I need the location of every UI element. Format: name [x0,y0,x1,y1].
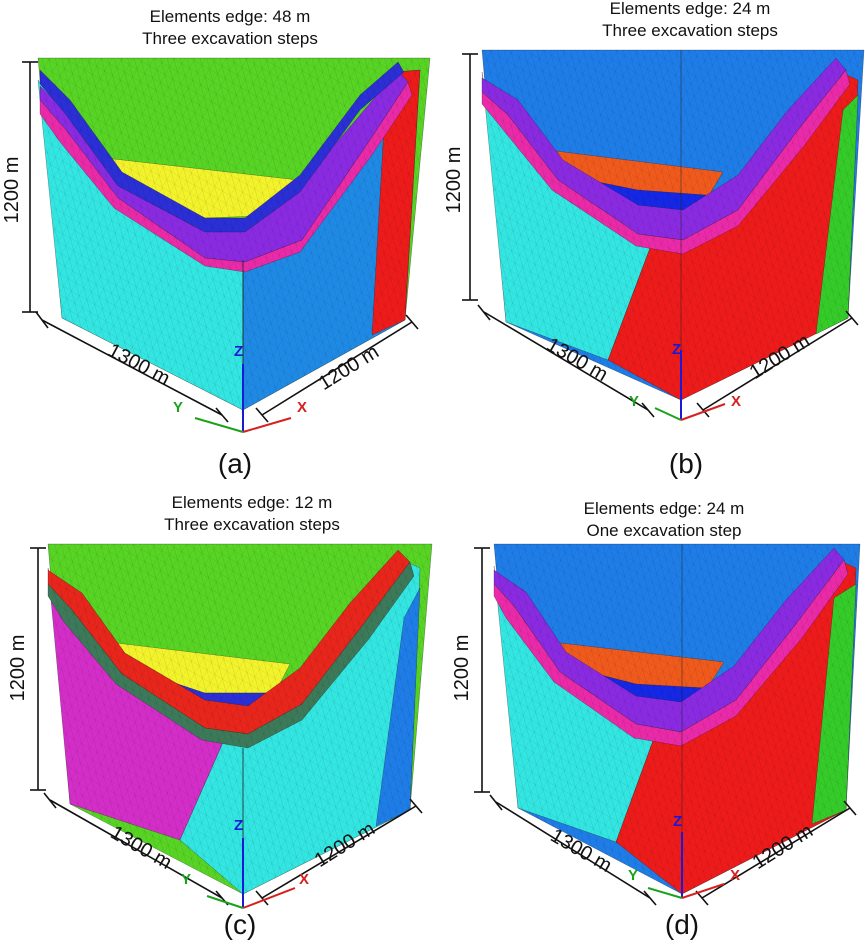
panel-a-title-line2: Three excavation steps [142,29,318,48]
panel-a-mesh-model [37,57,431,411]
panel-a-dim-height: 1200 m [1,157,23,224]
axis-z-label: Z [672,341,681,358]
panel-d-dimensions [474,547,857,906]
panel-c-dimensions [30,547,423,906]
panel-d-title-line1: Elements edge: 24 m [584,499,745,518]
axis-x-label: X [731,393,741,410]
panel-a-caption: (a) [218,448,252,479]
panel-c-caption: (c) [224,909,257,940]
mesh-overlay [48,544,432,894]
axis-y-label: Y [173,399,183,416]
axis-z-label: Z [673,813,682,830]
axis-y-label: Y [181,871,191,888]
axis-z-label: Z [234,343,243,360]
panel-d-caption: (d) [665,909,699,940]
panel-c-dim-height: 1200 m [7,635,29,702]
panel-d-dim-height: 1200 m [451,635,473,702]
axis-x-label: X [297,399,307,416]
axis-x-label: X [730,867,740,884]
panel-a-dimensions [22,61,419,423]
panel-d: Elements edge: 24 m One excavation step … [451,499,861,940]
axis-x-label: X [299,871,309,888]
axis-z-label: Z [234,817,243,834]
panel-c-axis-triad: Z Y X [181,817,309,909]
panel-c-title-line1: Elements edge: 12 m [172,493,333,512]
axis-y-label: Y [628,867,638,884]
panel-a-title-line1: Elements edge: 48 m [150,7,311,26]
panel-b: Elements edge: 24 m Three excavation ste… [443,0,865,479]
panel-a-axis-triad: Z Y X [173,343,307,433]
panel-b-dim-height: 1200 m [443,147,465,214]
panel-c-title-line2: Three excavation steps [164,515,340,534]
axis-y-label: Y [629,393,639,410]
panel-b-caption: (b) [669,448,703,479]
panel-c: Elements edge: 12 m Three excavation ste… [7,493,433,940]
panel-b-title-line2: Three excavation steps [602,21,778,40]
panel-b-axis-triad: Z Y X [629,341,741,421]
panel-a: Elements edge: 48 m Three excavation ste… [1,7,431,479]
panel-d-title-line2: One excavation step [587,521,742,540]
panel-b-title-line1: Elements edge: 24 m [610,0,771,18]
panel-b-dimensions [462,53,859,418]
panel-d-axis-triad: Z Y X [628,813,740,899]
panel-c-mesh-model [47,543,433,895]
